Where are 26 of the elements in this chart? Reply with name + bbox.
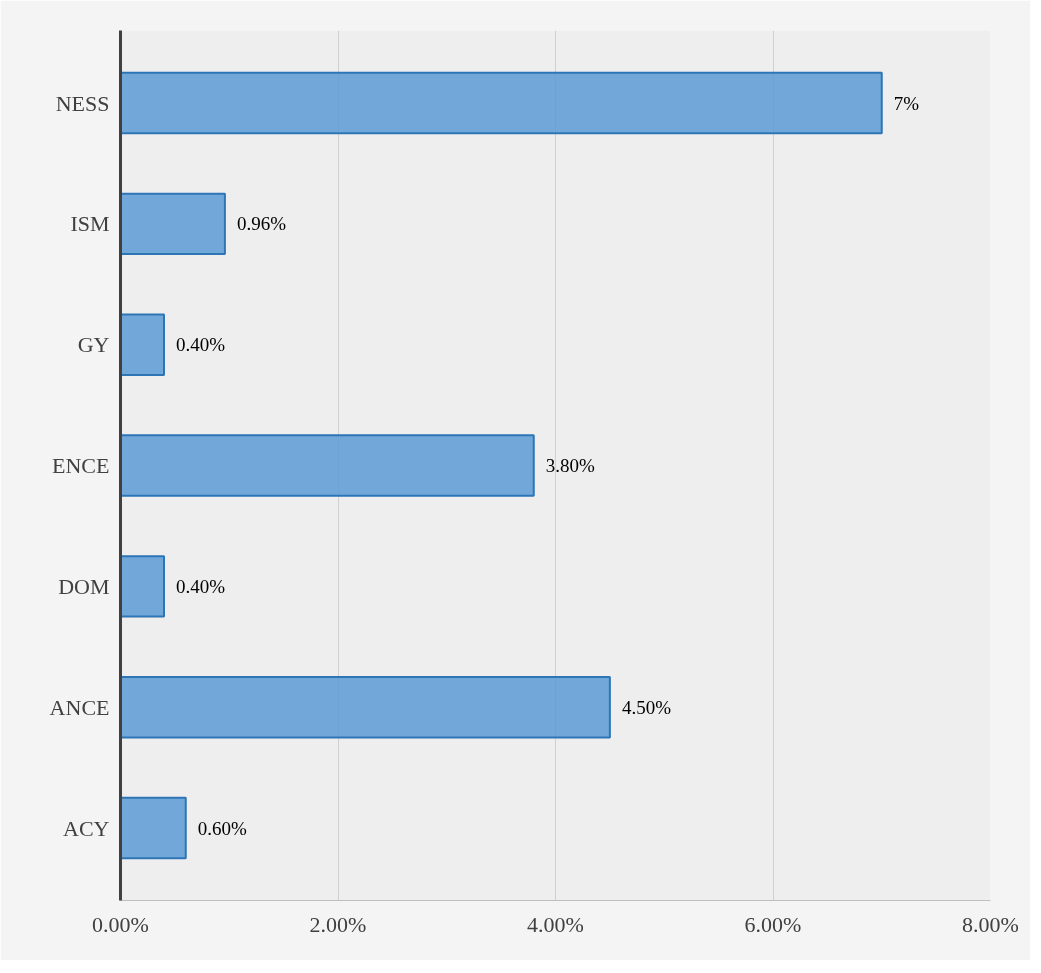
bar xyxy=(120,71,883,135)
data-label: 7% xyxy=(893,92,920,114)
y-tick-label: GY xyxy=(77,332,110,358)
y-tick-label: ISM xyxy=(70,211,110,237)
x-tick-label: 2.00% xyxy=(309,911,367,937)
y-tick-label: ENCE xyxy=(52,453,110,478)
bar xyxy=(120,675,611,739)
bar xyxy=(120,796,187,860)
data-label: 0.96% xyxy=(236,213,287,235)
y-tick-label: NESS xyxy=(55,90,110,116)
data-label: 0.60% xyxy=(197,817,247,839)
bar xyxy=(120,313,165,376)
y-tick-label: DOM xyxy=(58,573,110,599)
y-tick-label: ANCE xyxy=(49,694,110,720)
data-label: 4.50% xyxy=(621,696,672,718)
data-label: 0.40% xyxy=(176,334,226,356)
x-tick-label: 6.00% xyxy=(744,911,802,937)
x-tick-label: 0.00% xyxy=(92,911,149,937)
data-label: 0.40% xyxy=(176,575,226,597)
data-label: 3.80% xyxy=(545,455,595,476)
bar xyxy=(120,434,535,497)
x-tick-label: 4.00% xyxy=(527,911,584,937)
bar xyxy=(120,555,165,618)
y-tick-label: ACY xyxy=(63,815,110,841)
x-tick-label: 8.00% xyxy=(962,911,1019,937)
bar xyxy=(120,192,226,256)
